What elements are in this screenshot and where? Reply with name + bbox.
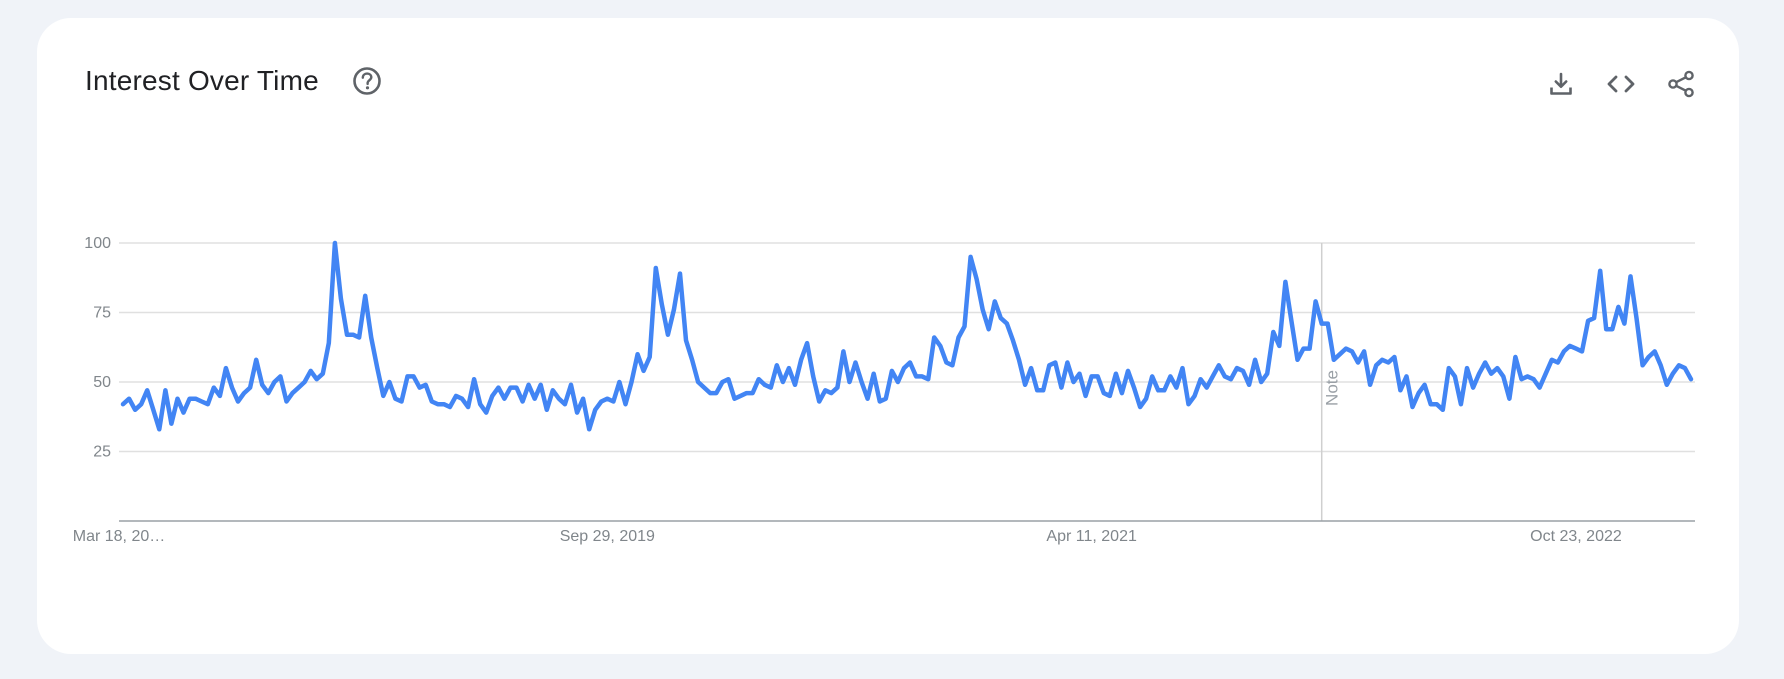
x-tick-labels: Mar 18, 20… Sep 29, 2019 Apr 11, 2021 Oct 2… <box>73 528 1622 545</box>
embed-button[interactable] <box>1603 66 1639 102</box>
x-tick-label: Mar 18, 20… <box>73 528 165 545</box>
interest-over-time-card: Interest Over Time <box>37 18 1739 654</box>
series-line <box>120 240 1694 432</box>
note-label[interactable]: Note <box>1323 370 1342 406</box>
interest-line-chart: 25 50 75 100 Note Mar 18, 20… Sep 29, 2019 Ap… <box>73 235 1695 545</box>
x-tick-label: Apr 11, 2021 <box>1046 528 1137 545</box>
y-tick-labels: 25 50 75 100 <box>84 235 111 461</box>
help-circle-icon[interactable] <box>351 65 383 97</box>
share-icon <box>1668 70 1694 98</box>
card-header: Interest Over Time <box>37 18 1739 138</box>
share-button[interactable] <box>1663 66 1699 102</box>
x-tick-label: Oct 23, 2022 <box>1530 528 1622 545</box>
y-tick-label: 75 <box>93 305 111 322</box>
code-icon <box>1607 75 1635 93</box>
y-tick-label: 50 <box>93 374 111 391</box>
download-icon <box>1550 72 1572 95</box>
download-button[interactable] <box>1543 66 1579 102</box>
y-tick-label: 25 <box>93 444 111 461</box>
y-tick-label: 100 <box>84 235 111 252</box>
card-title: Interest Over Time <box>85 65 319 96</box>
x-tick-label: Sep 29, 2019 <box>560 528 655 545</box>
series-layer <box>120 240 1694 432</box>
grid-layer <box>119 242 1695 453</box>
note-annotation[interactable]: Note <box>1320 243 1342 521</box>
chart-actions <box>1543 66 1699 102</box>
